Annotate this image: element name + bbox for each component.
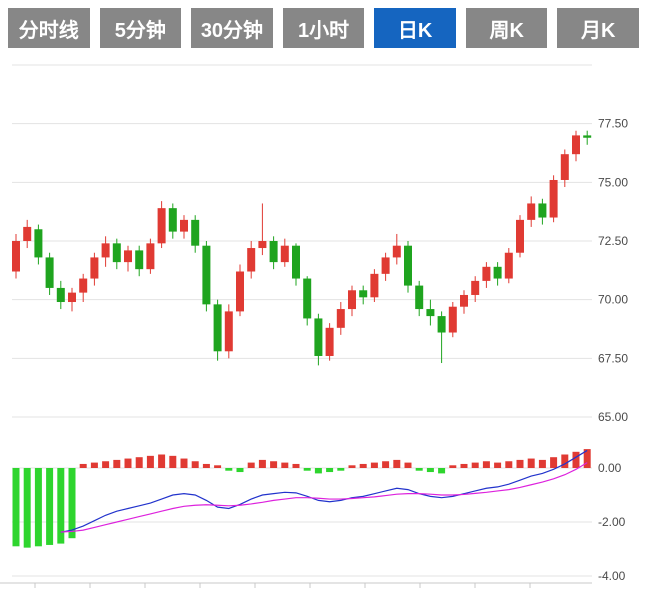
- chart-area: 77.50 75.00 72.50 70.00 67.50 65.00 0.00 -2.00 -…: [0, 56, 647, 589]
- candlestick-chart[interactable]: 77.50 75.00 72.50 70.00 67.50 65.00 0.00 -2.00 -…: [0, 56, 647, 589]
- candles: [12, 130, 592, 366]
- interval-button-monthly[interactable]: 月K: [557, 8, 640, 48]
- interval-button-timeline[interactable]: 分时线: [8, 8, 90, 48]
- grid-lines: [0, 64, 592, 588]
- interval-button-1hour[interactable]: 1小时: [282, 8, 365, 48]
- interval-button-30min[interactable]: 30分钟: [191, 8, 273, 48]
- svg-text:77.50: 77.50: [598, 117, 628, 131]
- svg-text:67.50: 67.50: [598, 351, 628, 365]
- svg-text:-2.00: -2.00: [598, 515, 626, 529]
- macd-indicator: [12, 449, 591, 548]
- svg-text:70.00: 70.00: [598, 293, 628, 307]
- svg-text:-4.00: -4.00: [598, 569, 626, 583]
- interval-button-5min[interactable]: 5分钟: [99, 8, 182, 48]
- svg-text:75.00: 75.00: [598, 175, 628, 189]
- interval-button-daily[interactable]: 日K: [374, 8, 456, 48]
- svg-text:0.00: 0.00: [598, 461, 622, 475]
- axis-labels: 77.50 75.00 72.50 70.00 67.50 65.00 0.00 -2.00 -…: [598, 117, 628, 583]
- svg-text:65.00: 65.00: [598, 410, 628, 424]
- svg-text:72.50: 72.50: [598, 234, 628, 248]
- interval-toolbar: 分时线 5分钟 30分钟 1小时 日K 周K 月K: [0, 0, 647, 56]
- interval-button-weekly[interactable]: 周K: [465, 8, 548, 48]
